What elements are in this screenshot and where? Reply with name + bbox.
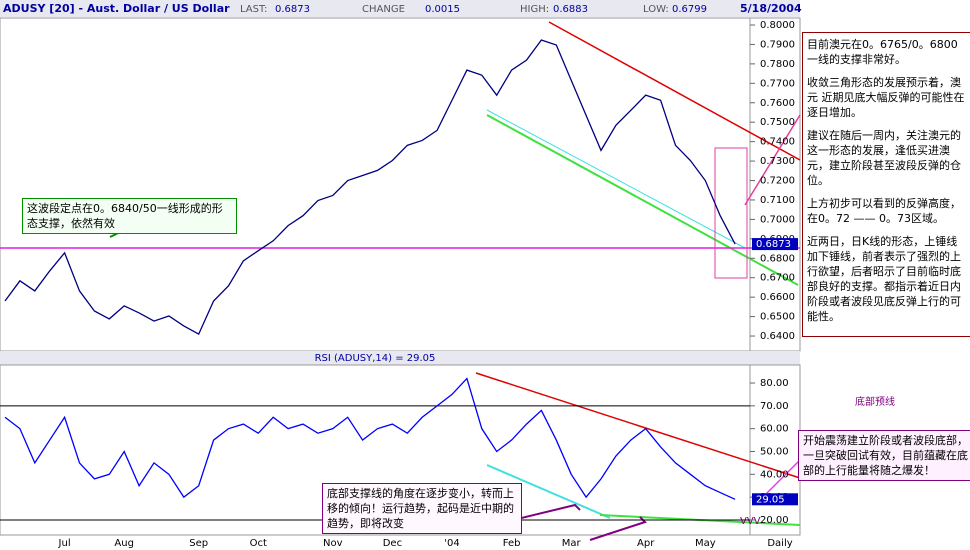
- rsi-header: [0, 351, 800, 365]
- last-label: LAST:: [240, 4, 267, 15]
- note-line: 近两日，日K线的形态，上锤线加下锤线，前者表示了强烈的上行欲望，后者昭示了目前临…: [807, 235, 961, 323]
- last-value-box: [752, 493, 798, 506]
- date: 5/18/2004: [740, 2, 802, 15]
- y-tick-label: 20.00: [760, 515, 789, 526]
- y-tick-label: 0.7700: [760, 78, 795, 89]
- header-bar: [0, 0, 800, 17]
- x-tick-label: Aug: [114, 538, 134, 549]
- y-tick-label: 0.6800: [760, 253, 795, 264]
- low-value: 0.6799: [672, 4, 707, 15]
- y-tick-label: 0.7100: [760, 195, 795, 206]
- x-tick-label: Sep: [189, 538, 208, 549]
- left-note: 这波段定点在0。6840/50一线形成的形态支撑，依然有效: [22, 198, 237, 234]
- x-tick-label: '04: [444, 538, 459, 549]
- rsi-title: RSI (ADUSY,14) = 29.05: [315, 353, 436, 364]
- x-tick-label: Oct: [250, 538, 267, 549]
- last-value-label: 29.05: [756, 494, 785, 505]
- y-tick-label: 0.6700: [760, 273, 795, 284]
- y-tick-label: 0.7900: [760, 39, 795, 50]
- note-line: 收敛三角形态的发展预示着，澳元 近期见底大幅反弹的可能性在逐日增加。: [807, 76, 965, 119]
- right-arrow: [744, 114, 801, 206]
- rsi-resistance: [475, 372, 801, 479]
- y-tick-label: 60.00: [760, 424, 789, 435]
- y-tick-label: 0.7500: [760, 117, 795, 128]
- y-tick-label: 50.00: [760, 446, 789, 457]
- y-tick-label: 0.6400: [760, 331, 795, 342]
- x-tick-label: May: [695, 538, 716, 549]
- y-tick-label: 0.7000: [760, 214, 795, 225]
- focus-box: [714, 147, 748, 279]
- x-tick-label: Apr: [637, 538, 655, 549]
- y-tick-label: 70.00: [760, 401, 789, 412]
- y-tick-label: 40.00: [760, 469, 789, 480]
- resistance-line: [548, 21, 801, 161]
- vvv: VVV: [740, 516, 761, 527]
- x-tick-label: Jul: [58, 538, 71, 549]
- note-line: 建议在随后一周内，关注澳元的这一形态的发展，逢低买进澳元，建立阶段甚至波段反弹的…: [807, 129, 961, 187]
- note-line: 上方初步可以看到的反弹高度，在0。72 —— 0。73区域。: [807, 197, 961, 225]
- last-value-box: [752, 238, 798, 251]
- support-line: [486, 114, 799, 286]
- change-label: CHANGE: [362, 4, 405, 15]
- cloud-label: 底部预线: [855, 395, 895, 408]
- arrows: [504, 503, 647, 541]
- rsi-support: [486, 464, 611, 519]
- price-frame: [0, 17, 801, 352]
- y-tick-label: 0.7600: [760, 98, 795, 109]
- x-tick-label: Dec: [383, 538, 402, 549]
- y-tick-label: 0.7300: [760, 156, 795, 167]
- y-tick-label: 0.8000: [760, 20, 795, 31]
- high-value: 0.6883: [553, 4, 588, 15]
- last-value-label: 0.6873: [756, 239, 791, 250]
- y-tick-label: 0.7400: [760, 137, 795, 148]
- x-tick-label: Nov: [323, 538, 343, 549]
- y-tick-label: 80.00: [760, 378, 789, 389]
- right-note: 目前澳元在0。6765/0。6800一线的支撑非常好。 收敛三角形态的发展预示着…: [802, 32, 970, 337]
- y-tick-label: 0.6600: [760, 292, 795, 303]
- y-tick-label: 0.6500: [760, 312, 795, 323]
- y-tick-label: 0.7800: [760, 59, 795, 70]
- high-label: HIGH:: [520, 4, 549, 15]
- change-value: 0.0015: [425, 4, 460, 15]
- x-axis-label: Daily: [767, 538, 792, 549]
- bottom-note: 底部支撑线的角度在逐步变小，转而上移的倾向！运行趋势，起码是近中期的趋势，即将改…: [322, 483, 522, 534]
- channel-line: [486, 109, 746, 249]
- low-label: LOW:: [643, 4, 669, 15]
- last-value: 0.6873: [275, 4, 310, 15]
- purple-note: 开始震荡建立阶段或者波段底部，一旦突破回试有效，目前蕴藏在底部的上行能量将随之爆…: [798, 430, 970, 481]
- series-line: [4, 39, 736, 335]
- y-tick-label: 0.7200: [760, 176, 795, 187]
- note-line: 目前澳元在0。6765/0。6800一线的支撑非常好。: [807, 38, 958, 66]
- x-tick-label: Mar: [562, 538, 582, 549]
- series-line: [4, 377, 736, 500]
- x-tick-label: Feb: [503, 538, 521, 549]
- chart-title: ADUSY [20] - Aust. Dollar / US Dollar: [3, 2, 230, 15]
